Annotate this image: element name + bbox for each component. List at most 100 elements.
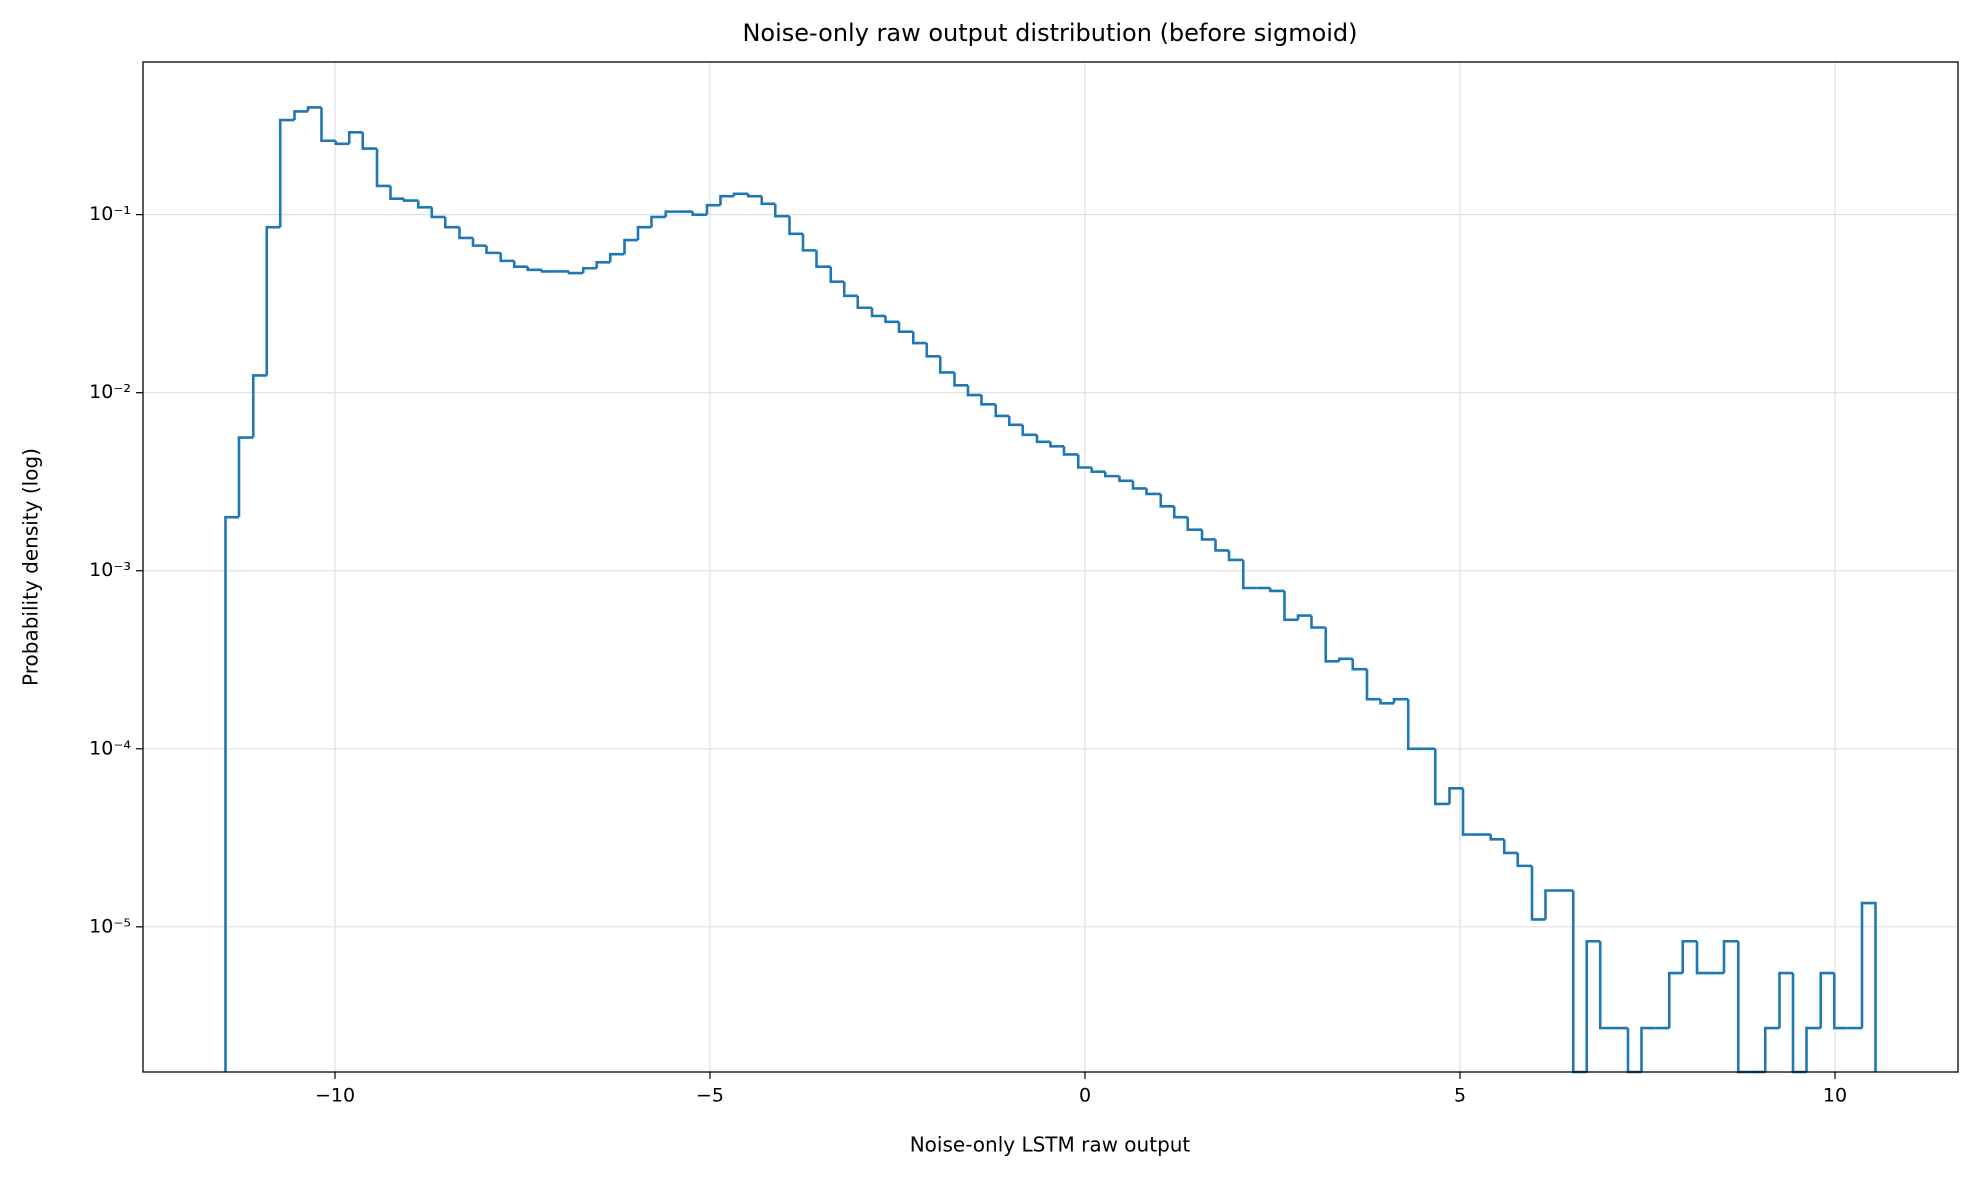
histogram-step	[801, 233, 817, 252]
histogram-step	[1763, 1026, 1780, 1072]
histogram-step	[1076, 454, 1092, 469]
histogram-step	[499, 252, 515, 263]
histogram-step	[1296, 614, 1312, 620]
histogram-step	[1805, 1026, 1821, 1072]
histogram-step	[1049, 441, 1064, 448]
histogram-step	[1131, 480, 1147, 490]
histogram-step	[705, 203, 721, 215]
histogram-step	[732, 192, 749, 197]
histogram-step	[1516, 852, 1532, 868]
histogram-step	[636, 225, 652, 241]
histogram-step	[1392, 697, 1409, 704]
histogram-step	[1200, 529, 1216, 541]
histogram-step	[1461, 788, 1477, 836]
histogram-step	[870, 307, 886, 318]
y-tick-label: 10⁻²	[89, 381, 131, 403]
histogram-step	[966, 385, 982, 397]
histogram-step	[1626, 1028, 1642, 1074]
x-tick-label: 10	[1823, 1085, 1847, 1107]
histogram-step	[1433, 748, 1450, 806]
histogram-step	[334, 140, 350, 146]
histogram-step	[1571, 890, 1587, 1074]
x-tick-label: −5	[696, 1085, 724, 1107]
histogram-step	[430, 207, 446, 219]
histogram-step	[526, 266, 542, 272]
histogram-step	[1145, 488, 1161, 496]
histogram-step	[1832, 973, 1848, 1030]
histogram-step	[1791, 973, 1807, 1074]
histogram-step	[719, 194, 734, 206]
y-tick-label: 10⁻⁵	[89, 915, 131, 937]
histogram-step	[1406, 699, 1422, 751]
plot-frame	[142, 61, 1959, 1073]
histogram-step	[842, 281, 858, 298]
histogram-step	[389, 185, 404, 200]
histogram-step	[1640, 1026, 1656, 1072]
histogram-step	[375, 148, 391, 188]
x-tick-label: −10	[315, 1085, 355, 1107]
histogram-step	[1310, 615, 1326, 629]
histogram-step	[884, 315, 899, 324]
y-tick-label: 10⁻³	[89, 559, 131, 581]
histogram-step	[1324, 627, 1340, 663]
histogram-step	[471, 237, 487, 247]
histogram-step	[773, 203, 790, 218]
histogram-step	[1090, 467, 1106, 473]
histogram-step	[1448, 786, 1463, 804]
histogram-step	[251, 374, 267, 438]
histogram-step	[760, 196, 776, 206]
histogram-step	[911, 331, 927, 345]
histogram-step	[608, 252, 625, 263]
histogram-step	[1268, 587, 1285, 593]
histogram-step	[1035, 434, 1051, 444]
histogram-step	[540, 269, 556, 273]
histogram-step	[595, 260, 611, 269]
histogram-step	[897, 321, 914, 334]
histogram-step	[567, 271, 584, 275]
histogram-step	[1778, 971, 1793, 1029]
histogram-step	[1186, 517, 1202, 532]
histogram-step	[1585, 939, 1601, 1072]
histogram-step	[1489, 834, 1505, 841]
histogram-step	[458, 227, 473, 240]
histogram-step	[1736, 941, 1752, 1074]
histogram-step	[485, 245, 501, 255]
histogram-step	[224, 515, 239, 1072]
histogram-step	[293, 110, 308, 121]
histogram-step	[320, 107, 336, 143]
histogram-step	[1695, 941, 1711, 975]
histogram-step	[1722, 939, 1739, 974]
histogram-step	[1021, 424, 1037, 437]
histogram-step	[1379, 699, 1394, 705]
histogram-step	[1502, 839, 1518, 855]
histogram-step	[691, 211, 707, 216]
x-axis-label: Noise-only LSTM raw output	[910, 1133, 1191, 1157]
chart-title: Noise-only raw output distribution (befo…	[742, 19, 1357, 47]
histogram-step	[512, 260, 528, 269]
histogram-step	[1860, 901, 1877, 1072]
y-tick-label: 10⁻⁴	[89, 737, 131, 759]
histogram-step	[1337, 657, 1353, 662]
histogram-step	[815, 250, 831, 269]
histogram-step	[938, 356, 955, 374]
histogram-step	[1365, 669, 1381, 701]
histogram-step	[953, 372, 968, 387]
histogram-step	[1667, 971, 1683, 1029]
histogram-step	[664, 210, 680, 218]
histogram-step	[623, 238, 638, 255]
histogram-step	[265, 225, 281, 376]
histogram-step	[1819, 971, 1835, 1029]
histogram-step	[1214, 539, 1229, 552]
x-tick-label: 0	[1079, 1085, 1091, 1107]
histogram-step	[1103, 471, 1120, 478]
histogram-step	[1062, 446, 1079, 456]
histogram-step	[1681, 939, 1697, 974]
histogram-step	[1530, 865, 1546, 921]
histogram-step	[1598, 941, 1615, 1030]
histogram-step	[306, 106, 322, 112]
histogram-step	[1007, 415, 1023, 427]
histogram-step	[856, 295, 872, 310]
histogram-step	[650, 215, 666, 228]
histogram-step	[237, 436, 254, 518]
histogram-step	[1351, 658, 1367, 671]
